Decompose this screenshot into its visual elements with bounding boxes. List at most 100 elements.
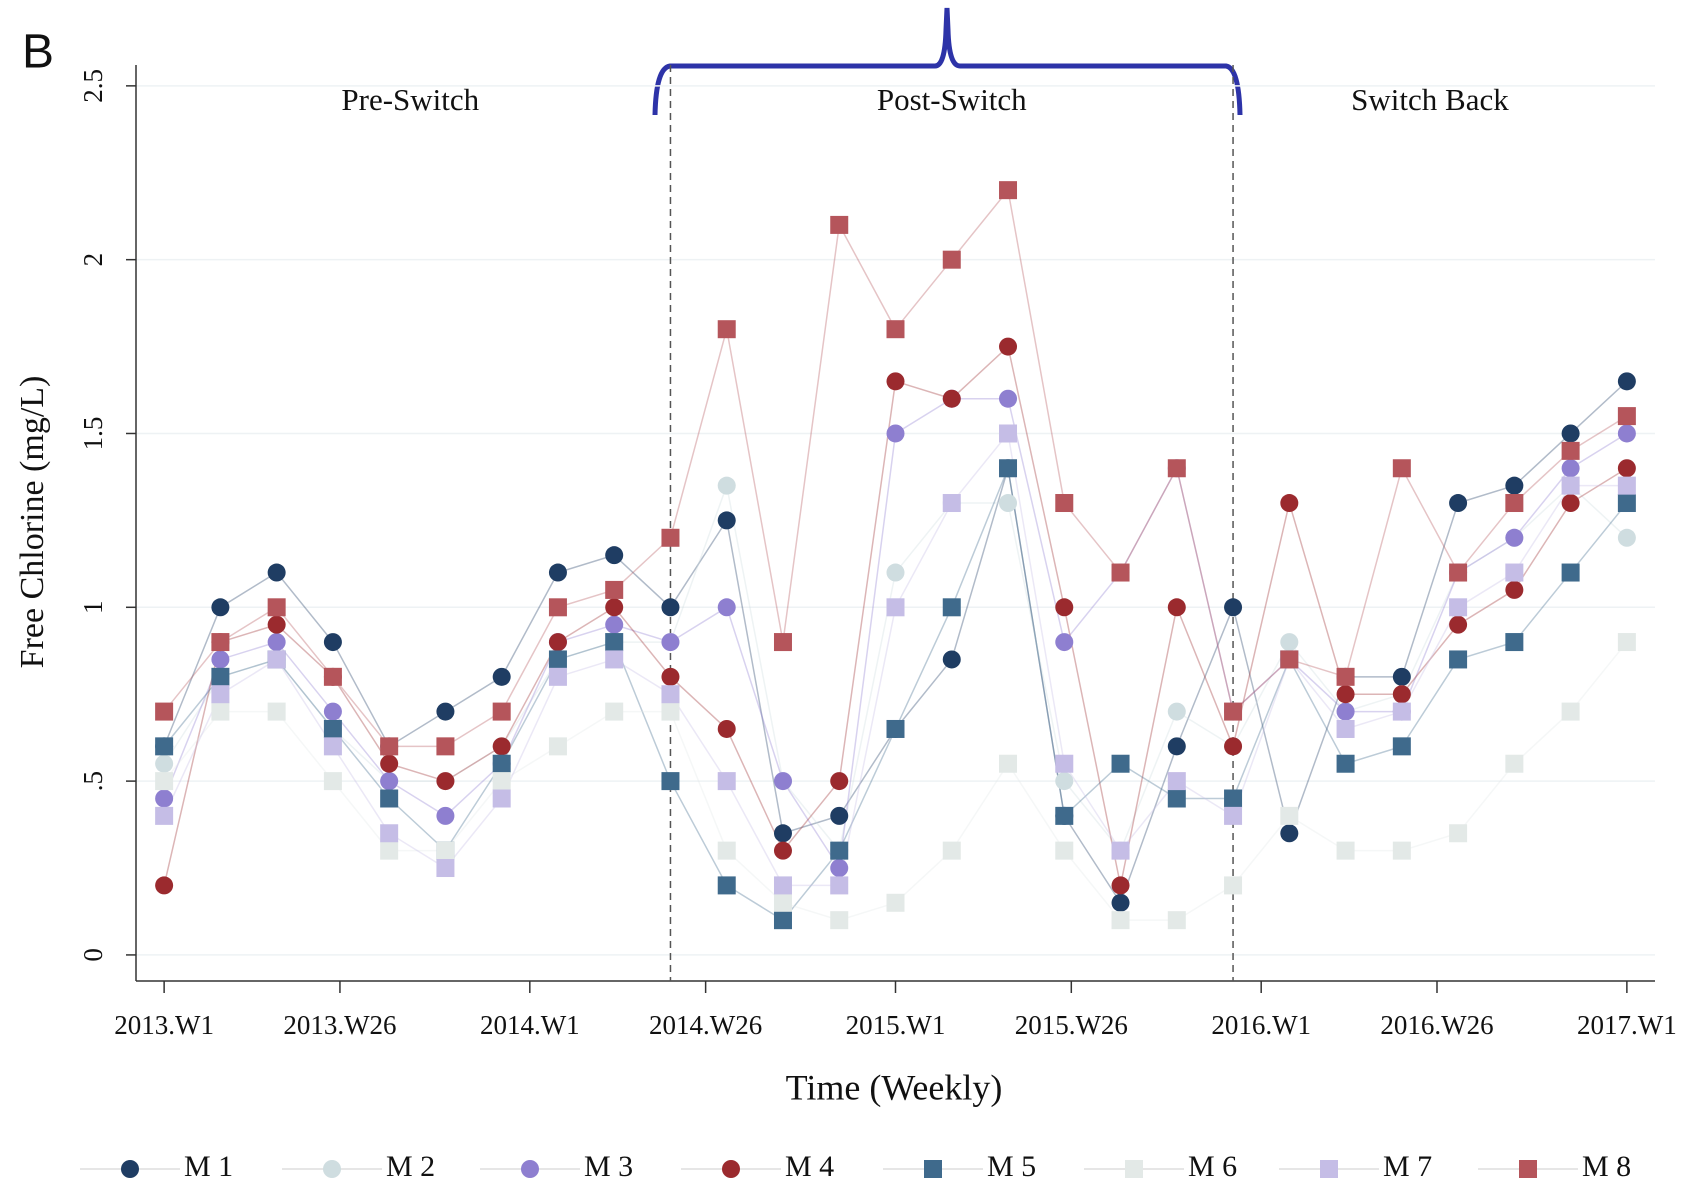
marker: [1336, 841, 1355, 860]
marker: [717, 320, 736, 339]
marker: [1336, 754, 1355, 773]
marker: [1280, 494, 1299, 513]
legend-label: M 1: [184, 1150, 233, 1183]
marker: [323, 702, 342, 721]
marker: [548, 650, 567, 669]
legend-label: M 4: [785, 1150, 834, 1183]
marker: [436, 806, 455, 825]
marker: [211, 633, 230, 652]
marker: [773, 633, 792, 652]
marker: [1224, 737, 1243, 756]
marker: [1336, 685, 1355, 704]
marker: [548, 667, 567, 686]
marker: [773, 824, 792, 843]
legend-item: M 4: [681, 1150, 834, 1183]
marker: [323, 772, 342, 791]
bracket: [652, 7, 1243, 116]
marker: [661, 528, 680, 547]
marker: [380, 737, 399, 756]
marker: [661, 772, 680, 791]
marker: [548, 633, 567, 652]
marker: [323, 719, 342, 738]
marker: [1561, 494, 1580, 513]
marker: [1167, 911, 1186, 930]
marker: [436, 859, 455, 878]
marker: [886, 563, 905, 582]
marker: [1111, 893, 1130, 912]
marker: [1111, 911, 1130, 930]
legend-label: M 2: [386, 1150, 435, 1183]
marker: [773, 841, 792, 860]
marker: [1167, 702, 1186, 721]
marker: [830, 215, 849, 234]
marker: [267, 650, 286, 669]
marker: [1505, 476, 1524, 495]
series: [155, 181, 1636, 756]
marker: [942, 389, 961, 408]
marker: [1111, 876, 1130, 895]
marker: [1505, 528, 1524, 547]
marker: [942, 650, 961, 669]
marker: [492, 772, 511, 791]
marker: [717, 598, 736, 617]
marker: [492, 754, 511, 773]
x-tick-label: 2016.W1: [1211, 1010, 1311, 1040]
marker: [1320, 1160, 1338, 1178]
marker: [999, 424, 1018, 443]
marker: [1392, 459, 1411, 478]
marker: [1280, 806, 1299, 825]
y-tick-label: 0: [78, 948, 108, 962]
marker: [436, 772, 455, 791]
marker: [1224, 598, 1243, 617]
marker: [1224, 876, 1243, 895]
marker: [211, 650, 230, 669]
marker: [1519, 1160, 1537, 1178]
marker: [605, 546, 624, 565]
marker: [121, 1160, 139, 1178]
marker: [1055, 494, 1074, 513]
marker: [1505, 494, 1524, 513]
marker: [1449, 615, 1468, 634]
marker: [211, 667, 230, 686]
marker: [1617, 424, 1636, 443]
marker: [492, 789, 511, 808]
marker: [1224, 806, 1243, 825]
marker: [155, 754, 174, 773]
marker: [1617, 372, 1636, 391]
marker: [1505, 633, 1524, 652]
legend-item: M 8: [1478, 1150, 1631, 1183]
marker: [1167, 737, 1186, 756]
legend-label: M 7: [1383, 1150, 1432, 1183]
marker: [1167, 598, 1186, 617]
marker: [1449, 598, 1468, 617]
marker: [211, 702, 230, 721]
marker: [548, 737, 567, 756]
legend-item: M 2: [282, 1150, 435, 1183]
marker: [1224, 789, 1243, 808]
marker: [1505, 754, 1524, 773]
marker: [942, 598, 961, 617]
marker: [605, 633, 624, 652]
marker: [605, 650, 624, 669]
marker: [830, 806, 849, 825]
marker: [1617, 459, 1636, 478]
x-tick-label: 2015.W26: [1015, 1010, 1128, 1040]
marker: [1392, 667, 1411, 686]
marker: [380, 841, 399, 860]
marker: [924, 1160, 942, 1178]
marker: [999, 337, 1018, 356]
marker: [267, 598, 286, 617]
marker: [830, 841, 849, 860]
legend-label: M 3: [584, 1150, 633, 1183]
marker: [1111, 841, 1130, 860]
marker: [1392, 737, 1411, 756]
phase-label: Post-Switch: [877, 82, 1027, 117]
marker: [830, 772, 849, 791]
marker: [830, 876, 849, 895]
marker: [942, 250, 961, 269]
marker: [1055, 598, 1074, 617]
marker: [661, 633, 680, 652]
legend-item: M 5: [883, 1150, 1036, 1183]
marker: [380, 824, 399, 843]
marker: [436, 702, 455, 721]
